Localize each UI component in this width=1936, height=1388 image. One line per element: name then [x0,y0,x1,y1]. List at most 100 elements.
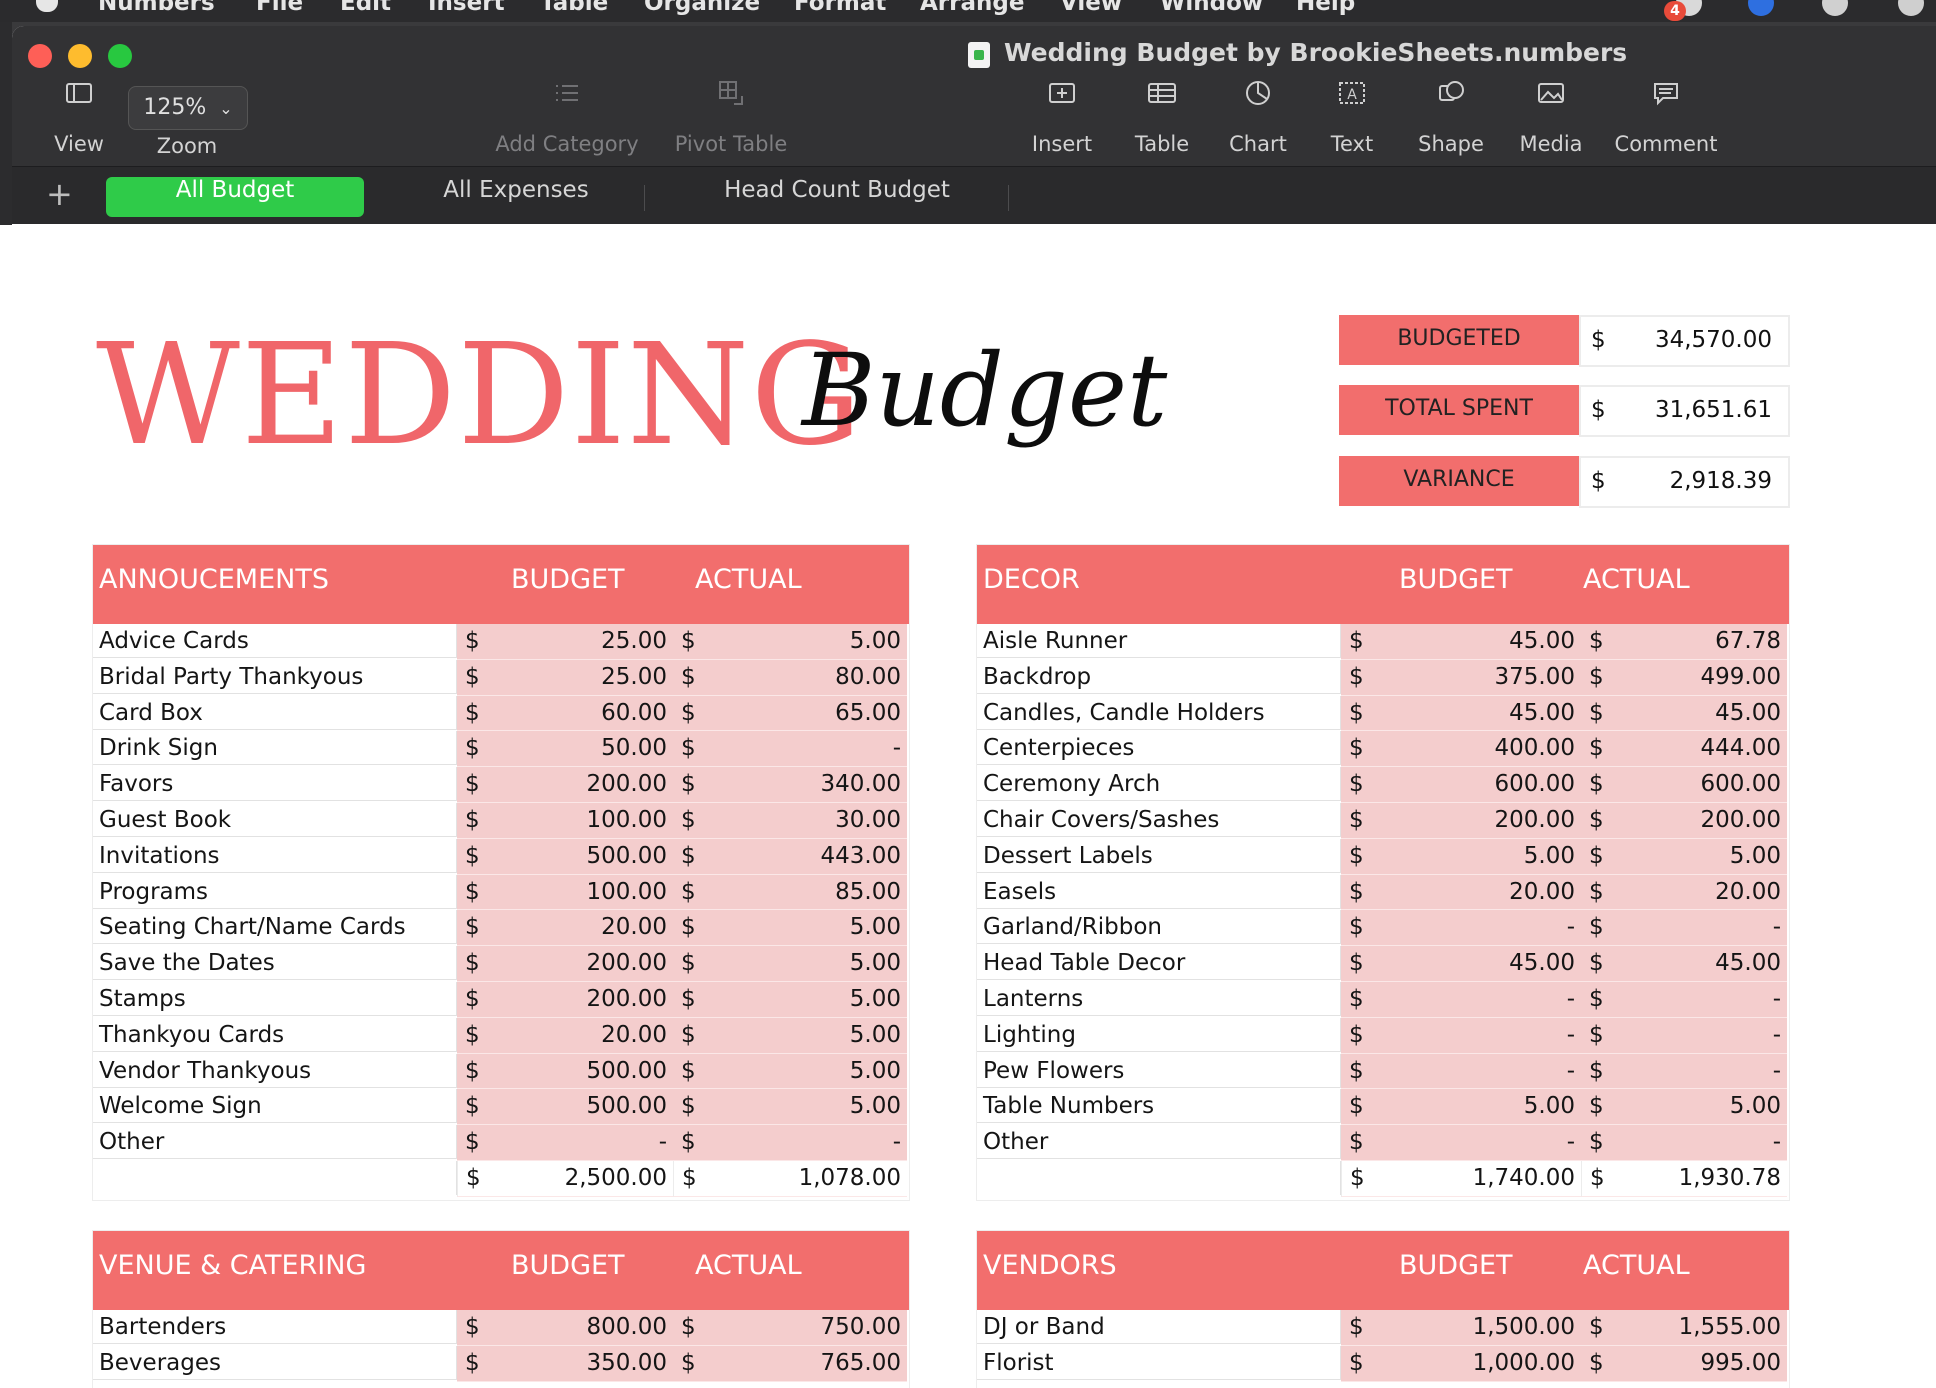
summary-value-cell[interactable]: $ 31,651.61 [1579,385,1790,437]
budget-cell[interactable]: $ - [457,1125,673,1161]
actual-cell[interactable]: $340.00 [673,767,907,803]
actual-cell[interactable]: $5.00 [673,1017,907,1054]
budget-cell[interactable]: $375.00 [1341,659,1581,696]
budget-cell[interactable]: $45.00 [1341,624,1581,660]
actual-cell[interactable]: $5.00 [673,981,907,1018]
item-cell[interactable]: Table Numbers [977,1089,1341,1124]
actual-cell[interactable]: $ - [1581,981,1787,1018]
tab-all-expenses[interactable]: All Expenses [443,177,589,203]
budget-cell[interactable]: $400.00 [1341,731,1581,768]
budget-cell[interactable]: $5.00 [1341,1089,1581,1126]
item-cell[interactable]: Welcome Sign [93,1089,457,1124]
status-extension-icon[interactable] [1748,0,1774,16]
actual-cell[interactable]: $1,078.00 [673,1160,907,1197]
actual-cell[interactable]: $1,930.78 [1581,1160,1787,1197]
actual-cell[interactable]: $ - [673,731,907,768]
item-cell[interactable]: Save the Dates [93,946,457,981]
budget-cell[interactable]: $20.00 [457,910,673,947]
budget-cell[interactable]: $200.00 [457,767,673,803]
item-cell[interactable]: Seating Chart/Name Cards [93,910,457,945]
item-cell[interactable]: Candles, Candle Holders [977,695,1341,730]
zoom-window-button[interactable] [108,44,132,68]
actual-cell[interactable]: $30.00 [673,802,907,839]
item-cell[interactable]: Lanterns [977,981,1341,1016]
shape-button[interactable]: Shape [1406,76,1496,156]
actual-cell[interactable]: $65.00 [673,695,907,732]
tab-all-budget[interactable]: All Budget [106,177,364,217]
actual-cell[interactable]: $ - [673,1125,907,1161]
item-cell[interactable]: Thankyou Cards [93,1017,457,1052]
view-button[interactable]: View [34,76,124,156]
menu-table[interactable]: Table [540,0,609,16]
actual-cell[interactable]: $5.00 [673,1053,907,1090]
actual-cell[interactable]: $ - [1581,1053,1787,1090]
budget-cell[interactable]: $200.00 [457,981,673,1018]
item-cell[interactable]: Other [93,1125,457,1160]
item-cell[interactable]: Lighting [977,1017,1341,1052]
item-cell[interactable]: Easels [977,874,1341,909]
budget-cell[interactable]: $500.00 [457,838,673,875]
budget-cell[interactable]: $20.00 [457,1017,673,1054]
item-cell[interactable]: Backdrop [977,659,1341,694]
budget-cell[interactable]: $1,500.00 [1341,1310,1581,1346]
status-control-icon[interactable] [1898,0,1924,16]
item-cell[interactable]: Stamps [93,981,457,1016]
budget-cell[interactable]: $500.00 [457,1089,673,1126]
total-label-cell[interactable] [93,1160,457,1195]
budget-cell[interactable]: $500.00 [457,1053,673,1090]
item-cell[interactable]: DJ or Band [977,1310,1341,1344]
item-cell[interactable]: Centerpieces [977,731,1341,766]
status-shield-icon[interactable] [1822,0,1848,16]
budget-cell[interactable]: $600.00 [1341,767,1581,803]
actual-cell[interactable]: $80.00 [673,659,907,696]
item-cell[interactable]: Garland/Ribbon [977,910,1341,945]
menu-insert[interactable]: Insert [428,0,505,16]
menu-view[interactable]: View [1060,0,1123,16]
budget-cell[interactable]: $100.00 [457,802,673,839]
add-category-button[interactable]: Add Category [492,76,642,156]
budget-cell[interactable]: $1,000.00 [1341,1345,1581,1382]
budget-cell[interactable]: $25.00 [457,624,673,660]
item-cell[interactable]: Favors [93,767,457,802]
add-sheet-icon[interactable]: + [46,175,73,213]
text-button[interactable]: A Text [1312,76,1392,156]
budget-cell[interactable]: $ - [1341,981,1581,1018]
minimize-button[interactable] [68,44,92,68]
item-cell[interactable]: Pew Flowers [977,1053,1341,1088]
budget-cell[interactable]: $ - [1341,1017,1581,1054]
item-cell[interactable]: Bridal Party Thankyous [93,659,457,694]
summary-value-cell[interactable]: $ 34,570.00 [1579,315,1790,367]
total-label-cell[interactable] [977,1160,1341,1195]
zoom-select[interactable]: 125% ⌄ [128,86,248,130]
budget-cell[interactable]: $100.00 [457,874,673,911]
item-cell[interactable]: Invitations [93,838,457,873]
item-cell[interactable]: Ceremony Arch [977,767,1341,802]
actual-cell[interactable]: $5.00 [673,624,907,660]
item-cell[interactable]: Vendor Thankyous [93,1053,457,1088]
actual-cell[interactable]: $443.00 [673,838,907,875]
actual-cell[interactable]: $5.00 [673,910,907,947]
comment-button[interactable]: Comment [1606,76,1726,156]
actual-cell[interactable]: $1,555.00 [1581,1310,1787,1346]
budget-cell[interactable]: $800.00 [457,1310,673,1346]
budget-cell[interactable]: $350.00 [457,1345,673,1382]
menu-arrange[interactable]: Arrange [920,0,1025,16]
menu-app-name[interactable]: Numbers [98,0,215,16]
budget-cell[interactable]: $25.00 [457,659,673,696]
item-cell[interactable]: Card Box [93,695,457,730]
menu-file[interactable]: File [256,0,304,16]
item-cell[interactable]: Guest Book [93,802,457,837]
actual-cell[interactable]: $995.00 [1581,1345,1787,1382]
budget-cell[interactable]: $45.00 [1341,946,1581,982]
item-cell[interactable]: Drink Sign [93,731,457,766]
item-cell[interactable]: Other [977,1125,1341,1160]
summary-value-cell[interactable]: $ 2,918.39 [1579,456,1790,508]
item-cell[interactable]: Aisle Runner [977,624,1341,658]
actual-cell[interactable]: $5.00 [1581,1089,1787,1126]
budget-cell[interactable]: $50.00 [457,731,673,768]
actual-cell[interactable]: $5.00 [673,1089,907,1126]
budget-cell[interactable]: $ - [1341,910,1581,947]
media-button[interactable]: Media [1506,76,1596,156]
item-cell[interactable]: Dessert Labels [977,838,1341,873]
actual-cell[interactable]: $600.00 [1581,767,1787,803]
